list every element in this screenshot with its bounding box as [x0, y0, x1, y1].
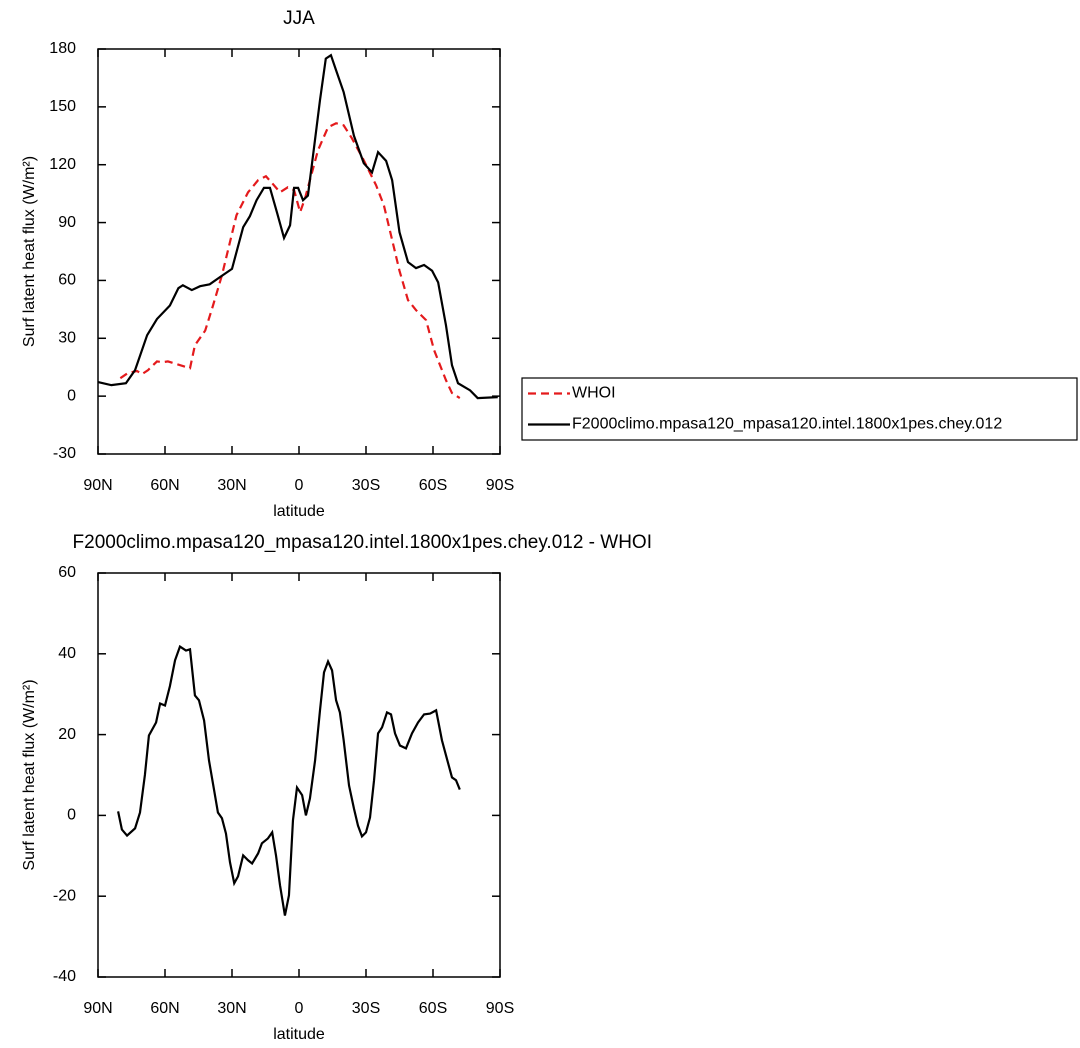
y-tick-label: 0: [67, 387, 76, 404]
chart-title: F2000climo.mpasa120_mpasa120.intel.1800x…: [73, 532, 652, 553]
y-tick-label: 20: [58, 726, 76, 743]
x-tick-label: 60N: [150, 477, 179, 494]
x-tick-label: 60S: [419, 477, 447, 494]
plot-frame: [97, 572, 501, 978]
x-tick-label: 60N: [150, 1000, 179, 1017]
y-tick-label: 40: [58, 645, 76, 662]
y-tick-label: 150: [49, 98, 76, 115]
data-line: [117, 644, 461, 916]
x-tick-label: 30S: [352, 1000, 380, 1017]
x-tick-label: 90N: [83, 477, 112, 494]
y-tick-label: 90: [58, 214, 76, 231]
legend-box: [521, 377, 1078, 441]
x-tick-label: 60S: [419, 1000, 447, 1017]
y-tick-label: 180: [49, 40, 76, 57]
plot-frame: [97, 48, 501, 455]
y-tick-label: 0: [67, 807, 76, 824]
x-tick-label: 90S: [486, 477, 514, 494]
y-axis-label: Surf latent heat flux (W/m²): [21, 156, 38, 347]
legend-label: F2000climo.mpasa120_mpasa120.intel.1800x…: [572, 416, 1002, 433]
x-tick-label: 30N: [217, 477, 246, 494]
y-tick-label: -30: [53, 445, 76, 462]
data-line: [97, 53, 498, 400]
x-tick-label: 30N: [217, 1000, 246, 1017]
y-axis-label: Surf latent heat flux (W/m²): [21, 679, 38, 870]
y-tick-label: 30: [58, 330, 76, 347]
x-axis-label: latitude: [273, 1026, 325, 1043]
y-tick-label: 60: [58, 272, 76, 289]
y-tick-label: -40: [53, 968, 76, 985]
y-tick-label: 120: [49, 156, 76, 173]
x-tick-label: 30S: [352, 477, 380, 494]
legend-label: WHOI: [572, 385, 616, 402]
data-line: [119, 122, 461, 399]
x-tick-label: 90N: [83, 1000, 112, 1017]
x-axis-label: latitude: [273, 503, 325, 520]
chart-title: JJA: [283, 8, 315, 29]
x-tick-label: 0: [295, 1000, 304, 1017]
x-tick-label: 90S: [486, 1000, 514, 1017]
x-tick-label: 0: [295, 477, 304, 494]
y-tick-label: -20: [53, 887, 76, 904]
y-tick-label: 60: [58, 564, 76, 581]
